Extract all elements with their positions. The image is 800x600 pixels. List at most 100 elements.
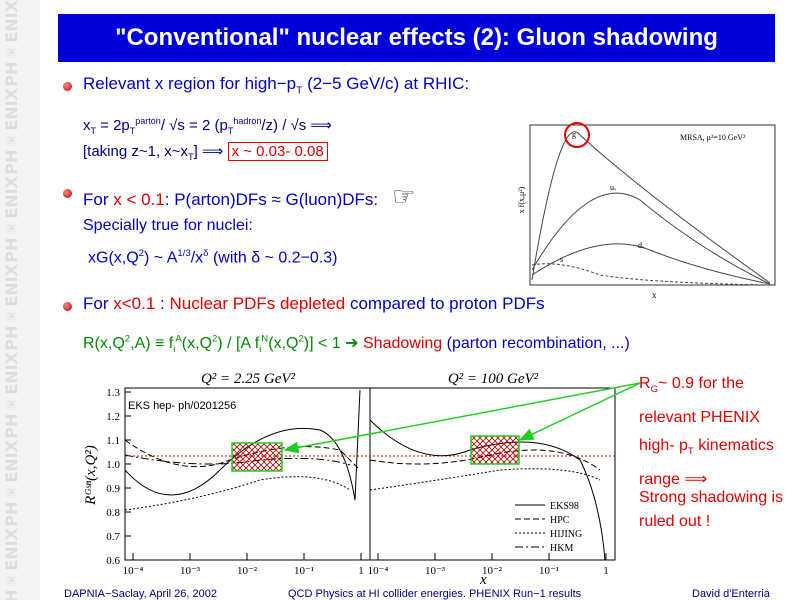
bullet — [63, 302, 72, 311]
text: T — [227, 126, 234, 136]
bullet-3: For x<0.1 : Nuclear PDFs depleted compar… — [83, 294, 545, 314]
text: 2 — [124, 333, 131, 345]
text: hadron — [233, 116, 262, 126]
text: 2 — [298, 333, 304, 345]
panel-title: Q² = 100 GeV² — [448, 371, 539, 387]
text: i — [259, 344, 262, 356]
text: ] ⟹ — [193, 143, 228, 160]
y-tick-label: 0.9 — [106, 483, 120, 495]
x-axis-label: x — [479, 572, 487, 588]
pointer-icon: ☞ — [392, 181, 416, 211]
text: [taking z~1, x~x — [83, 143, 189, 160]
panel-title: Q² = 2.25 GeV² — [201, 371, 296, 387]
title-bar: "Conventional" nuclear effects (2): Gluo… — [58, 14, 775, 62]
curve-label: dᵥ — [638, 241, 645, 250]
text: parton — [135, 116, 161, 126]
inset-x-label: x — [652, 290, 657, 300]
text: /x — [190, 249, 204, 267]
bullet — [63, 189, 72, 198]
y-tick-label: 0.6 — [106, 555, 120, 567]
y-tick-label: 1.1 — [106, 435, 120, 447]
text: T — [129, 126, 136, 136]
footer-left: DAPNIA−Saclay, April 26, 2002 — [64, 588, 217, 600]
text: / √s = 2 (p — [160, 117, 228, 134]
legend-label: HPC — [550, 515, 570, 526]
text: ) ~ A — [144, 249, 178, 267]
text: i — [173, 344, 176, 356]
text: For — [83, 190, 114, 209]
inset-label: MRSA, μ²=10 GeV² — [680, 133, 746, 142]
text: For — [83, 294, 114, 313]
text: /z) / √s ⟹ — [261, 117, 332, 134]
y-tick-label: 1.0 — [106, 459, 120, 471]
reference: EKS hep- ph/0201256 — [128, 400, 236, 412]
text: T — [296, 85, 303, 97]
x-tick-label: 1 — [358, 565, 364, 577]
text: x — [83, 117, 91, 134]
shadowing-plot: Q² = 2.25 GeV² Q² = 100 GeV² EKS hep- ph… — [83, 371, 641, 588]
text: Shadowing — [363, 335, 443, 352]
formula-1: xT = 2pTparton/ √s = 2 (pThadron/z) / √s… — [83, 116, 332, 136]
text: = 2p — [96, 117, 130, 134]
text: δ — [203, 248, 209, 259]
text: Nuclear PDFs depleted — [169, 294, 346, 313]
x-tick-label: 10⁻² — [237, 565, 258, 577]
title: "Conventional" nuclear effects (2): Gluo… — [115, 24, 718, 51]
text: (parton recombination, ...) — [442, 335, 630, 352]
text: T — [188, 152, 194, 162]
text: (with δ ~ 0.2−0.3) — [208, 249, 338, 267]
text: R(x,Q — [83, 335, 125, 352]
text: (x,Q — [181, 335, 213, 352]
text: (x,Q — [268, 335, 299, 352]
text: )] < 1 ➔ — [303, 335, 363, 352]
text: ) / [A f — [217, 335, 260, 352]
inset-y-label: x f(x,μ²) — [517, 186, 526, 213]
x-tick-label: 10⁻⁴ — [368, 565, 389, 577]
formula-2: [taking z~1, x~xT] ⟹ x ~ 0.03- 0.08 — [83, 142, 328, 162]
text: : — [155, 294, 170, 313]
text: N — [261, 333, 269, 345]
text: T — [90, 126, 97, 136]
x-tick-label: 10⁻² — [482, 565, 503, 577]
text: x < 0.1 — [113, 190, 165, 209]
x-tick-label: 10⁻³ — [180, 565, 201, 577]
text: ~ 0.9 for the relevant PHENIX high- p — [639, 375, 760, 455]
legend-label: HIJING — [550, 529, 582, 540]
x-tick-label: 10⁻¹ — [539, 565, 559, 577]
text: A — [175, 333, 182, 345]
bullet-1: Relevant x region for high−pT (2−5 GeV/c… — [83, 74, 469, 96]
text: kinematics range ⟹ — [639, 437, 774, 489]
bullet-2: For x < 0.1: P(arton)DFs ≈ G(luon)DFs: ☞ — [83, 181, 415, 212]
text: x<0.1 — [113, 294, 156, 313]
text: R — [639, 375, 651, 392]
text: compared to proton PDFs — [345, 294, 545, 313]
text: : P(arton)DFs ≈ G(luon)DFs: — [164, 190, 379, 209]
boxed-range: x ~ 0.03- 0.08 — [227, 142, 328, 161]
nuclei: Specially true for nuclei: — [83, 217, 253, 234]
y-tick-label: 0.7 — [106, 531, 120, 543]
formula-3: xG(x,Q2) ~ A1/3/xδ (with δ ~ 0.2−0.3) — [88, 248, 337, 267]
text: ,A) ≡ f — [130, 335, 174, 352]
x-tick-label: 10⁻³ — [425, 565, 446, 577]
text: xG(x,Q — [88, 249, 139, 267]
text: T — [687, 446, 694, 458]
x-tick-label: 10⁻¹ — [294, 565, 314, 577]
y-tick-label: 0.8 — [106, 507, 120, 519]
inset-plot: MRSA, μ²=10 GeV² x x f(x,μ²) g uᵥ dᵥ s — [517, 122, 776, 300]
footer-right: David d'Enterria — [692, 588, 770, 600]
text: (2−5 GeV/c) at RHIC: — [302, 74, 470, 93]
bullet — [63, 82, 72, 91]
conclusion: Strong shadowing is ruled out ! — [639, 489, 784, 530]
y-axis-label: Rᴳˢⁿ(x,Q²) — [83, 445, 99, 506]
formula-4: R(x,Q2,A) ≡ fiA(x,Q2) / [A fiN(x,Q2)] < … — [83, 333, 630, 356]
sidebar: PH✳ENIX PH✳ENIX PH✳ENIX PH✳ENIX PH✳ENIX PH✳EN… — [0, 0, 40, 600]
curve-label: s — [560, 255, 563, 264]
curve-label: g — [572, 130, 576, 139]
y-tick-label: 1.2 — [106, 411, 120, 423]
legend-label: HKM — [550, 543, 573, 554]
text: 2 — [212, 333, 218, 345]
legend-label: EKS98 — [550, 501, 579, 512]
curve-label: uᵥ — [610, 183, 617, 192]
